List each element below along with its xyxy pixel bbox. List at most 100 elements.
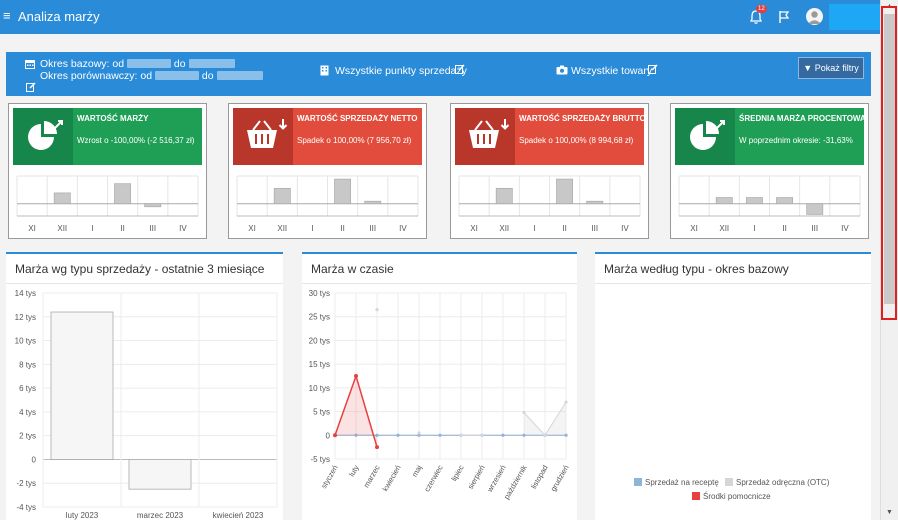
kpi-card-margin-value: WARTOŚĆ MARŻY Wzrost o -100,00% (-2 516,… [8, 103, 207, 239]
series-point [375, 433, 379, 437]
series-point [564, 400, 568, 404]
kpi-mini-chart: XI XII I II III IV [236, 175, 419, 233]
kpi-bar [776, 197, 794, 205]
panel-margin-over-time: Marża w czasie -5 tys 0 5 tys 10 tys 15 tys 2… [302, 252, 577, 520]
y-tick-label: 20 tys [309, 336, 330, 345]
comparison-period-to [216, 71, 263, 80]
kpi-axis-label: XII [277, 224, 287, 233]
series-point [333, 433, 337, 438]
comparison-period-to-label: do [201, 70, 214, 82]
kpi-axis-label: II [562, 224, 566, 233]
y-tick-label: 2 tys [19, 432, 36, 441]
kpi-axis-label: I [311, 224, 313, 233]
kpi-axis-label: II [340, 224, 344, 233]
user-menu-button[interactable] [829, 4, 880, 30]
kpi-bar [364, 200, 382, 205]
y-tick-label: 6 tys [19, 384, 36, 393]
kpi-axis-label: III [369, 224, 376, 233]
x-tick-label: styczeń [319, 464, 340, 491]
x-tick-label: wrzesień [485, 464, 508, 495]
kpi-icon-box [675, 108, 735, 165]
series-point [564, 433, 568, 437]
kpi-axis-label: I [533, 224, 535, 233]
filter-icon: ▼ [803, 63, 813, 73]
edit-period-icon[interactable] [26, 82, 36, 92]
panel-title: Marża według typu - okres bazowy [604, 262, 789, 276]
legend-item[interactable]: Sprzedaż na receptę [634, 478, 719, 487]
filter-bar: Okres bazowy: od do Okres porównawczy: o… [6, 52, 871, 96]
y-tick-label: -5 tys [310, 455, 330, 464]
legend-swatch [692, 492, 700, 500]
avatar[interactable] [806, 8, 823, 25]
menu-icon[interactable]: ≡ [3, 8, 11, 23]
base-period: Okres bazowy: od do [40, 58, 235, 70]
legend-label: Sprzedaż odręczna (OTC) [736, 478, 830, 487]
x-tick-label: kwiecień 2023 [213, 511, 264, 520]
base-period-to-label: do [173, 58, 186, 70]
x-tick-label: grudzień [549, 464, 571, 493]
kpi-icon-box [455, 108, 515, 165]
panel-divider [302, 283, 577, 284]
kpi-axis-label: XII [57, 224, 67, 233]
y-tick-label: -4 tys [16, 503, 36, 512]
y-tick-label: 15 tys [309, 360, 330, 369]
margin-over-time-chart: -5 tys 0 5 tys 10 tys 15 tys 20 tys 25 tys 30 t… [309, 289, 571, 501]
panel-title: Marża wg typu sprzedaży - ostatnie 3 mie… [15, 262, 265, 276]
x-tick-label: maj [410, 463, 424, 478]
y-tick-label: 0 [32, 455, 37, 464]
y-tick-label: 12 tys [15, 313, 36, 322]
edit-points-of-sale-icon[interactable] [455, 64, 465, 74]
kpi-axis-label: XI [690, 224, 698, 233]
legend-swatch [634, 478, 642, 486]
series-point [417, 431, 421, 435]
kpi-header: WARTOŚĆ SPRZEDAŻY NETTO Spadek o 100,00%… [233, 108, 422, 165]
y-tick-label: 5 tys [313, 408, 330, 417]
comparison-period-label: Okres porównawczy: od [40, 70, 153, 82]
flag-icon[interactable] [777, 10, 791, 24]
user-icon [808, 11, 821, 24]
legend-swatch [725, 478, 733, 486]
panel-margin-by-type-base: Marża według typu - okres bazowy Sprzeda… [595, 252, 871, 520]
kpi-bar [806, 203, 824, 215]
kpi-axis-label: XI [248, 224, 256, 233]
y-tick-label: 10 tys [309, 384, 330, 393]
legend-label: Środki pomocnicze [703, 492, 771, 501]
show-filters-button[interactable]: ▼ Pokaż filtry [798, 57, 864, 79]
kpi-value: Spadek o 100,00% (8 994,68 zł) [519, 136, 634, 145]
notification-badge: 12 [756, 5, 767, 13]
kpi-title: WARTOŚĆ MARŻY [77, 114, 149, 123]
kpi-title: WARTOŚĆ SPRZEDAŻY BRUTTO [519, 114, 646, 123]
comparison-period: Okres porównawczy: od do [40, 70, 263, 82]
main-content: Okres bazowy: od do Okres porównawczy: o… [0, 34, 880, 520]
series-point [501, 433, 505, 437]
scrollbar-thumb[interactable] [884, 14, 895, 304]
kpi-bar [53, 192, 71, 205]
kpi-header: WARTOŚĆ MARŻY Wzrost o -100,00% (-2 516,… [13, 108, 202, 165]
basket-down-icon [247, 119, 288, 148]
kpi-axis-label: IV [841, 224, 849, 233]
legend-item[interactable]: Sprzedaż odręczna (OTC) [725, 478, 829, 487]
series-point [375, 445, 379, 450]
x-tick-label: listopad [529, 464, 550, 491]
series-point [438, 433, 442, 437]
kpi-axis-label: XI [470, 224, 478, 233]
points-of-sale-filter: Wszystkie punkty sprzedaży [335, 65, 467, 77]
legend-item[interactable]: Środki pomocnicze [692, 492, 771, 501]
scroll-down-icon[interactable]: ▼ [886, 509, 893, 516]
edit-products-icon[interactable] [648, 64, 658, 74]
kpi-bar [715, 197, 733, 205]
x-tick-label: marzec 2023 [137, 511, 184, 520]
kpi-bar [586, 200, 604, 205]
kpi-mini-chart: XI XII I II III IV [458, 175, 641, 233]
comparison-period-from [154, 71, 199, 80]
series-point [375, 308, 379, 312]
kpi-axis-label: IV [621, 224, 629, 233]
bar [50, 311, 114, 460]
kpi-bar [114, 183, 132, 205]
building-icon [320, 65, 329, 76]
legend-label: Sprzedaż na receptę [645, 478, 719, 487]
products-filter: Wszystkie towary [571, 65, 653, 77]
kpi-value: Wzrost o -100,00% (-2 516,37 zł) [77, 136, 195, 145]
y-tick-label: 25 tys [309, 313, 330, 322]
x-tick-label: lipiec [449, 463, 465, 483]
